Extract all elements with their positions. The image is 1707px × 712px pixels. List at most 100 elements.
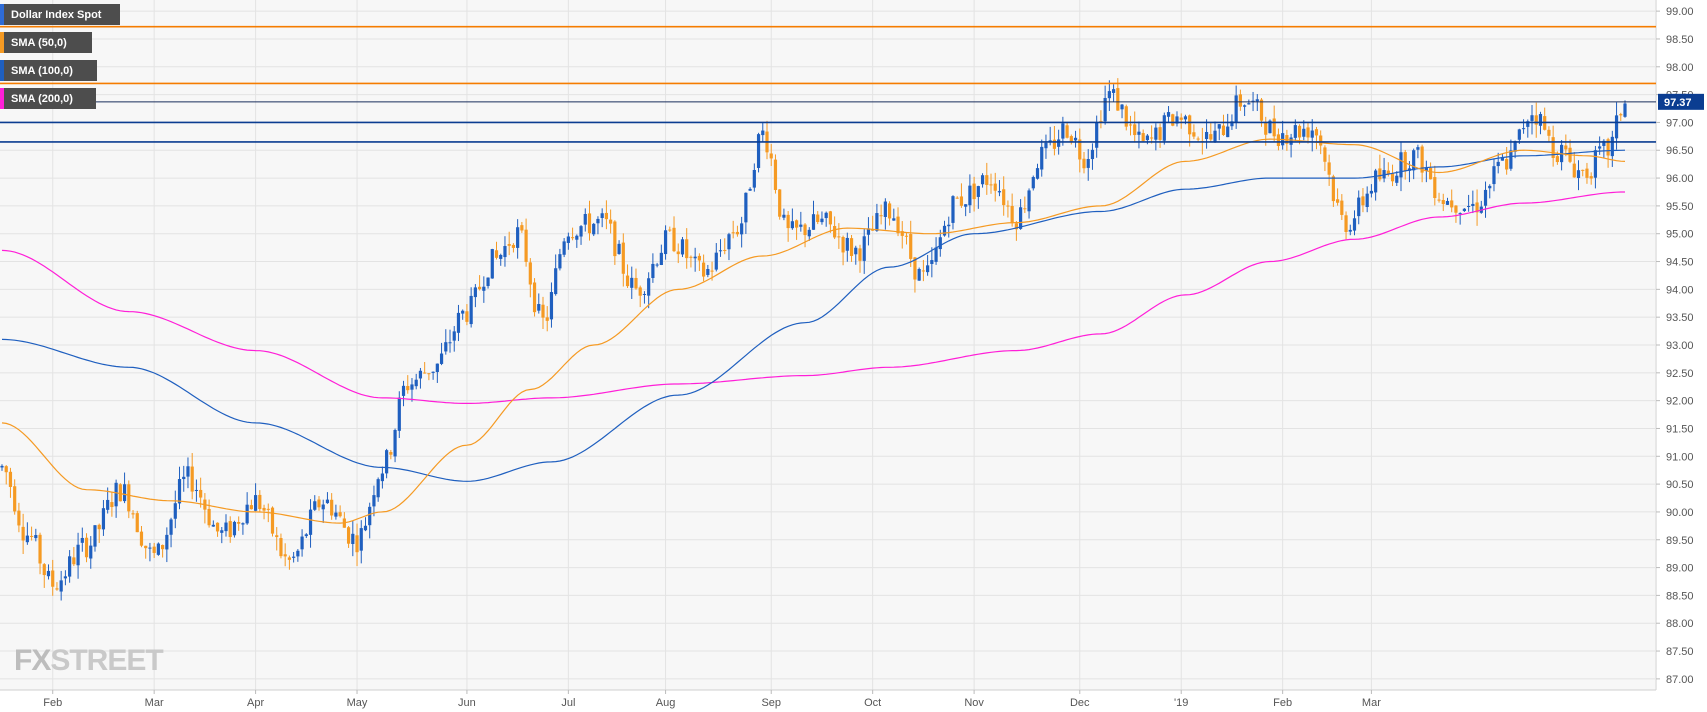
legend-item-sma50[interactable]: SMA (50,0) — [0, 32, 92, 53]
candle — [1255, 94, 1259, 112]
candle-body — [380, 473, 384, 482]
candle — [397, 391, 401, 439]
candle — [727, 232, 731, 261]
candle-body — [338, 512, 342, 517]
candle — [427, 373, 431, 381]
candle — [148, 542, 152, 562]
candle-body — [84, 537, 89, 558]
candle — [84, 533, 89, 563]
candle — [849, 234, 854, 262]
legend-item-sma200[interactable]: SMA (200,0) — [0, 88, 96, 109]
candle — [42, 563, 46, 588]
candle-body — [232, 521, 237, 536]
candle-body — [1509, 150, 1513, 169]
candle — [80, 527, 84, 552]
candle-body — [1086, 158, 1090, 168]
legend-item-price[interactable]: Dollar Index Spot — [0, 4, 120, 25]
candle — [904, 232, 909, 245]
candle — [778, 189, 782, 220]
candle-body — [89, 545, 93, 559]
candle — [473, 284, 477, 308]
candle-body — [25, 535, 29, 543]
candle-body — [1606, 139, 1610, 156]
candle-body — [811, 214, 816, 230]
candle-body — [900, 231, 904, 236]
candle-body — [161, 544, 165, 550]
candle — [1027, 188, 1031, 219]
candle — [630, 266, 634, 299]
candle — [1424, 160, 1428, 183]
candle — [1073, 130, 1078, 148]
candle — [524, 218, 528, 267]
candle-body — [1445, 201, 1450, 205]
y-tick-label: 88.00 — [1666, 618, 1694, 630]
candle — [731, 220, 735, 239]
candle-body — [435, 363, 439, 373]
candle — [89, 536, 93, 569]
x-tick-label: Feb — [1273, 697, 1292, 709]
candle — [545, 306, 549, 332]
candle-body — [968, 185, 972, 206]
candle-body — [1302, 128, 1306, 137]
candle-body — [397, 397, 401, 431]
candle-body — [926, 265, 930, 273]
candle — [892, 208, 896, 221]
candle-body — [169, 519, 173, 535]
candle-body — [1027, 190, 1031, 212]
candle — [1065, 122, 1069, 139]
candle-body — [1441, 200, 1445, 205]
candle-body — [1243, 105, 1247, 107]
x-tick-label: Nov — [964, 697, 984, 709]
y-tick-label: 97.00 — [1666, 117, 1694, 129]
candle — [748, 187, 752, 191]
candle — [985, 162, 989, 195]
candle — [410, 378, 414, 402]
candle — [237, 516, 241, 531]
candle — [389, 449, 393, 460]
candle — [220, 527, 224, 544]
candle-body — [1082, 158, 1086, 169]
candle-body — [841, 237, 845, 253]
x-tick-label: May — [347, 697, 368, 709]
candle — [1619, 112, 1623, 121]
candle-body — [1002, 189, 1006, 206]
candle-body — [110, 502, 114, 508]
candle-body — [583, 213, 587, 225]
candle — [1399, 142, 1403, 192]
candle — [207, 499, 211, 528]
candle — [241, 522, 245, 535]
candle-body — [964, 204, 968, 207]
candle — [1141, 129, 1145, 143]
candle-body — [1412, 150, 1416, 171]
candle — [478, 275, 482, 291]
candle-body — [1521, 128, 1526, 130]
x-tick-label: Dec — [1070, 697, 1090, 709]
candle-body — [97, 524, 101, 530]
candle-body — [685, 239, 689, 259]
candle — [1530, 104, 1534, 135]
candle-body — [887, 203, 892, 219]
candle — [947, 216, 951, 238]
candle-body — [1120, 104, 1124, 110]
candle — [702, 254, 706, 282]
candle-body — [1433, 177, 1437, 198]
y-tick-label: 99.00 — [1666, 6, 1694, 18]
candle — [1547, 126, 1551, 143]
candle — [803, 223, 807, 248]
candle-body — [148, 547, 152, 549]
candle-body — [266, 508, 270, 510]
candle — [114, 479, 118, 518]
candle — [372, 485, 376, 517]
candle-body — [524, 229, 528, 262]
candle — [1352, 210, 1357, 236]
candle — [304, 533, 308, 539]
candle-body — [833, 226, 837, 238]
candle — [1382, 157, 1386, 183]
candle-body — [1209, 134, 1213, 140]
candle-body — [647, 278, 651, 296]
legend-item-sma100[interactable]: SMA (100,0) — [0, 60, 97, 81]
candle-body — [723, 249, 727, 251]
candle — [338, 505, 342, 518]
candle-body — [55, 588, 59, 590]
